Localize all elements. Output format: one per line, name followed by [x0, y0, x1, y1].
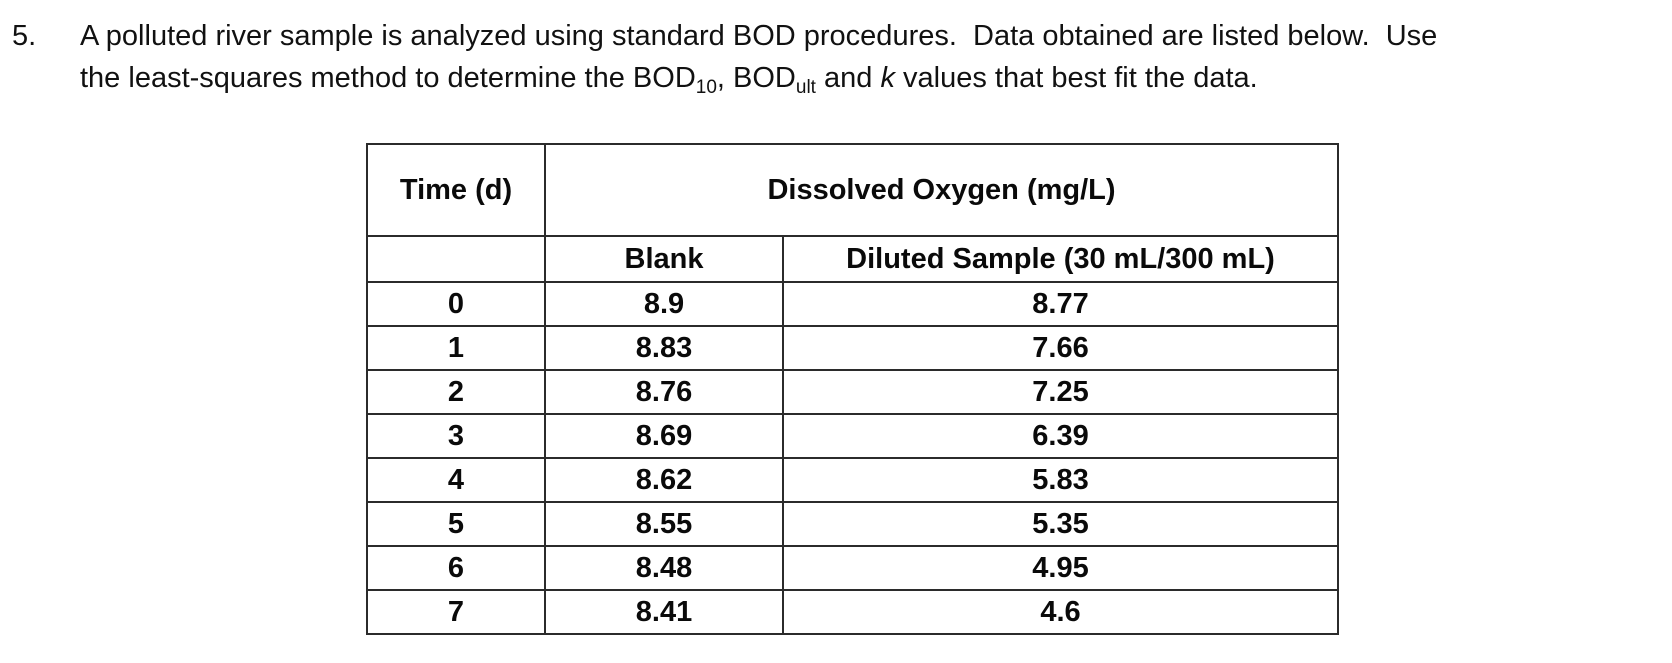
cell-time: 4: [366, 457, 546, 503]
problem-line-2: the least-squares method to determine th…: [80, 57, 1600, 99]
cell-time: 6: [366, 545, 546, 591]
cell-blank: 8.41: [544, 589, 784, 635]
line2-pre: the least-squares method to determine th…: [80, 62, 696, 94]
cell-blank: 8.48: [544, 545, 784, 591]
cell-time: 5: [366, 501, 546, 547]
table-row: 2 8.76 7.25: [366, 369, 1339, 415]
header-empty-cell: [366, 235, 546, 283]
line2-mid2: and: [815, 62, 881, 94]
problem-text: A polluted river sample is analyzed usin…: [80, 15, 1600, 99]
cell-blank: 8.9: [544, 281, 784, 327]
problem-block: 5. A polluted river sample is analyzed u…: [0, 0, 1672, 99]
cell-time: 3: [366, 413, 546, 459]
table-row: 3 8.69 6.39: [366, 413, 1339, 459]
cell-diluted: 5.83: [782, 457, 1339, 503]
cell-blank: 8.62: [544, 457, 784, 503]
table-row: 5 8.55 5.35: [366, 501, 1339, 547]
bod-data-table: Time (d) Dissolved Oxygen (mg/L) Blank D…: [366, 143, 1339, 635]
line2-post: values that best fit the data.: [894, 62, 1258, 94]
table-row: 4 8.62 5.83: [366, 457, 1339, 503]
header-time: Time (d): [366, 143, 546, 237]
cell-time: 7: [366, 589, 546, 635]
problem-number: 5.: [12, 20, 37, 52]
k-variable: k: [880, 62, 895, 94]
header-dissolved-oxygen: Dissolved Oxygen (mg/L): [544, 143, 1339, 237]
cell-blank: 8.83: [544, 325, 784, 371]
line2-mid1: , BOD: [716, 62, 796, 94]
table-row: 0 8.9 8.77: [366, 281, 1339, 327]
header-diluted-sample: Diluted Sample (30 mL/300 mL): [782, 235, 1339, 283]
table-header-row-2: Blank Diluted Sample (30 mL/300 mL): [366, 235, 1339, 283]
problem-line-1: A polluted river sample is analyzed usin…: [80, 20, 1438, 52]
table-row: 7 8.41 4.6: [366, 589, 1339, 635]
table-row: 1 8.83 7.66: [366, 325, 1339, 371]
cell-time: 1: [366, 325, 546, 371]
table-header-row-1: Time (d) Dissolved Oxygen (mg/L): [366, 143, 1339, 237]
cell-diluted: 4.6: [782, 589, 1339, 635]
bod10-subscript: 10: [695, 77, 717, 98]
cell-time: 0: [366, 281, 546, 327]
cell-blank: 8.55: [544, 501, 784, 547]
cell-blank: 8.69: [544, 413, 784, 459]
cell-diluted: 7.25: [782, 369, 1339, 415]
cell-diluted: 8.77: [782, 281, 1339, 327]
cell-diluted: 6.39: [782, 413, 1339, 459]
header-blank: Blank: [544, 235, 784, 283]
bodult-subscript: ult: [795, 77, 816, 98]
cell-diluted: 7.66: [782, 325, 1339, 371]
cell-diluted: 5.35: [782, 501, 1339, 547]
cell-time: 2: [366, 369, 546, 415]
cell-blank: 8.76: [544, 369, 784, 415]
table-row: 6 8.48 4.95: [366, 545, 1339, 591]
cell-diluted: 4.95: [782, 545, 1339, 591]
